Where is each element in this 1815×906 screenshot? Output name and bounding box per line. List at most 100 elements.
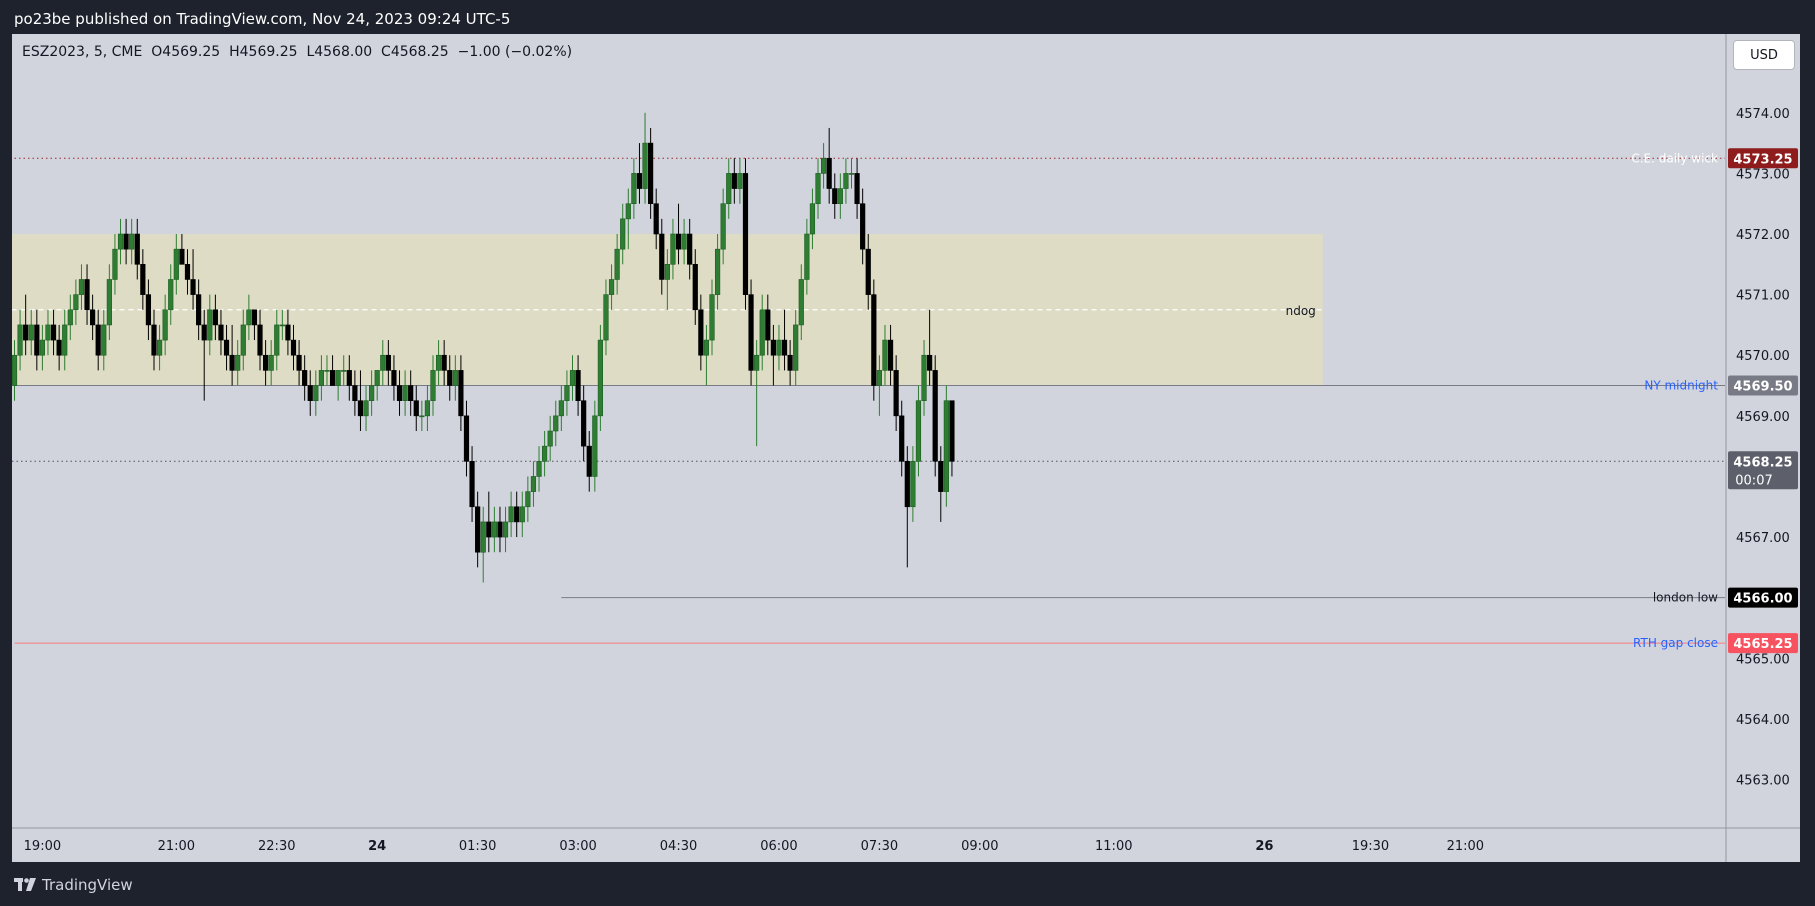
candle: [101, 309, 107, 371]
x-tick-label: 21:00: [158, 839, 195, 854]
y-tick-label: 4572.00: [1736, 228, 1790, 243]
candle-body: [396, 385, 403, 401]
candle: [491, 506, 497, 553]
candle-body: [62, 324, 68, 356]
candle: [714, 234, 721, 310]
candle: [352, 370, 358, 416]
candle-body: [196, 294, 202, 326]
candle-body: [34, 324, 40, 356]
candle-body: [815, 173, 821, 205]
candle-body: [140, 264, 146, 295]
y-tick-label: 4567.00: [1736, 531, 1790, 546]
candle: [536, 446, 542, 492]
candle: [84, 264, 90, 325]
candle-body: [184, 264, 191, 280]
candle: [854, 158, 860, 219]
ohlc-legend: ESZ2023, 5, CME O4569.25 H4569.25 L4568.…: [22, 44, 572, 60]
currency-button[interactable]: USD: [1733, 40, 1795, 70]
price-tag-text: 4565.25: [1733, 637, 1792, 652]
candle-body: [703, 339, 710, 356]
candle-body: [876, 370, 882, 386]
candle-body: [419, 415, 425, 418]
candle-body: [90, 309, 96, 326]
tradingview-logo[interactable]: TradingView: [14, 876, 133, 894]
candle: [770, 324, 776, 386]
candle: [742, 158, 749, 310]
candle: [151, 309, 157, 371]
candle: [12, 340, 18, 401]
candle-body: [369, 385, 375, 401]
candle-body: [112, 248, 118, 280]
candle: [179, 234, 185, 265]
candle-body: [84, 279, 90, 311]
candle-body: [413, 400, 419, 417]
price-tag-bg: [1728, 587, 1798, 608]
candle: [703, 324, 710, 386]
candle: [514, 491, 520, 538]
candle-body: [263, 354, 269, 371]
candle-body: [78, 279, 85, 295]
candle: [815, 158, 821, 219]
candle: [876, 355, 882, 416]
candle-body: [832, 188, 838, 205]
y-tick-label: 4565.00: [1736, 652, 1790, 667]
candle-body: [357, 400, 364, 417]
candle-body: [324, 370, 330, 372]
candle: [268, 340, 274, 386]
candle: [871, 279, 877, 401]
candle-body: [776, 339, 782, 356]
candle-body: [620, 218, 626, 250]
candle-body: [860, 203, 866, 250]
candle-body: [519, 506, 525, 523]
candle: [899, 400, 905, 477]
candle-body: [341, 370, 347, 372]
candle: [62, 309, 68, 371]
candle: [129, 218, 135, 265]
candle-body: [73, 294, 79, 311]
candle-body: [123, 233, 129, 250]
candle: [558, 385, 564, 431]
candle-body: [731, 173, 737, 189]
chart-frame[interactable]: ndog C.E. daily wick NY midnight london low…: [12, 34, 1800, 862]
price-tag: 4573.25: [1728, 148, 1798, 169]
y-tick-label: 4571.00: [1736, 289, 1790, 304]
candle-body: [837, 188, 843, 205]
candle-body: [17, 324, 23, 356]
candle-body: [290, 339, 297, 356]
candle: [508, 491, 514, 538]
candle: [357, 370, 364, 431]
candle: [642, 112, 648, 204]
candle-body: [12, 354, 18, 386]
candle-body: [129, 233, 135, 250]
candle: [720, 188, 726, 265]
candle-body: [737, 173, 743, 189]
candle-body: [692, 264, 698, 311]
candle: [581, 385, 587, 462]
candle: [486, 491, 492, 553]
candle-body: [318, 370, 325, 386]
x-tick-label: 06:00: [760, 839, 797, 854]
candle: [112, 234, 118, 295]
candlestick-chart[interactable]: ndog C.E. daily wick NY midnight london low…: [12, 34, 1800, 862]
candle: [374, 370, 380, 401]
candle: [608, 264, 615, 310]
price-tag-text: 4569.50: [1733, 380, 1792, 395]
candle: [196, 279, 202, 341]
candle: [173, 234, 179, 295]
candle-body: [352, 385, 358, 401]
candle-body: [240, 324, 246, 356]
candle-body: [603, 294, 609, 341]
price-tag-layer: 4573.25 4569.50 4566.00 4565.25 4568.25 00:07: [1728, 148, 1798, 654]
x-tick-label: 21:00: [1447, 839, 1484, 854]
candle: [419, 400, 425, 431]
candle: [497, 506, 503, 553]
candle-body: [475, 506, 481, 553]
candle: [117, 218, 124, 265]
candle-body: [547, 430, 553, 447]
candle: [614, 234, 620, 295]
candle: [329, 355, 336, 386]
candle-body: [514, 506, 520, 523]
legend-low: L4568.00: [306, 44, 373, 60]
candle-body: [770, 339, 776, 356]
last-price-tag-bg: [1728, 451, 1798, 490]
